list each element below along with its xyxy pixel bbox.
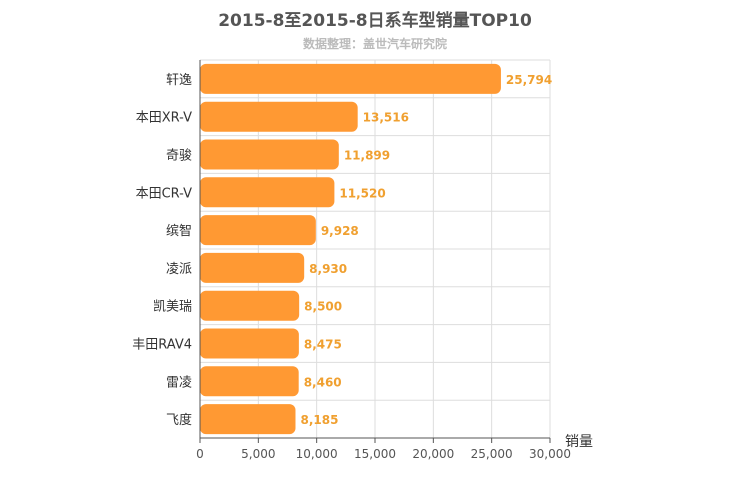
- x-tick-label: 15,000: [354, 447, 396, 461]
- x-tick-label: 10,000: [296, 447, 338, 461]
- bar: [200, 101, 358, 132]
- bar: [200, 366, 299, 397]
- grid-lines: [200, 59, 551, 439]
- value-label: 8,460: [304, 375, 342, 389]
- value-label: 8,185: [300, 413, 338, 427]
- x-tick-label: 0: [196, 447, 204, 461]
- category-label: 雷凌: [166, 375, 192, 390]
- x-tick-label: 20,000: [412, 447, 454, 461]
- value-label: 9,928: [321, 224, 359, 238]
- x-tick-label: 30,000: [529, 447, 571, 461]
- category-label: 轩逸: [166, 73, 192, 88]
- value-label: 13,516: [363, 111, 409, 125]
- chart-title: 2015-8至2015-8日系车型销量TOP10: [218, 11, 532, 31]
- bars: 25,794 13,516 11,899 11,520 9,928 8,930 8,500 8…: [200, 63, 552, 435]
- category-label: 本田XR-V: [136, 111, 192, 126]
- category-label: 缤智: [166, 223, 192, 239]
- x-tick-label: 5,000: [241, 447, 275, 461]
- value-label: 8,930: [309, 262, 347, 276]
- x-axis-title: 销量: [565, 434, 593, 450]
- category-label: 飞度: [166, 412, 192, 428]
- x-tick-label: 25,000: [471, 447, 513, 461]
- bar: [200, 252, 305, 283]
- value-label: 25,794: [506, 73, 552, 87]
- value-label: 8,500: [304, 300, 342, 314]
- bar: [200, 63, 501, 94]
- category-label: 丰田RAV4: [132, 338, 192, 353]
- chart-subtitle: 数据整理：盖世汽车研究院: [302, 37, 447, 51]
- bar: [200, 215, 316, 246]
- category-label: 本田CR-V: [136, 186, 193, 201]
- value-label: 11,899: [344, 149, 390, 163]
- value-label: 11,520: [339, 186, 385, 200]
- category-label: 凯美瑞: [153, 300, 192, 315]
- category-label: 凌派: [166, 262, 192, 277]
- bar: [200, 328, 299, 359]
- category-label: 奇骏: [166, 148, 192, 164]
- bar: [200, 139, 339, 170]
- value-label: 8,475: [304, 338, 342, 352]
- bar: [200, 177, 335, 208]
- bar: [200, 290, 300, 321]
- bar: [200, 404, 296, 435]
